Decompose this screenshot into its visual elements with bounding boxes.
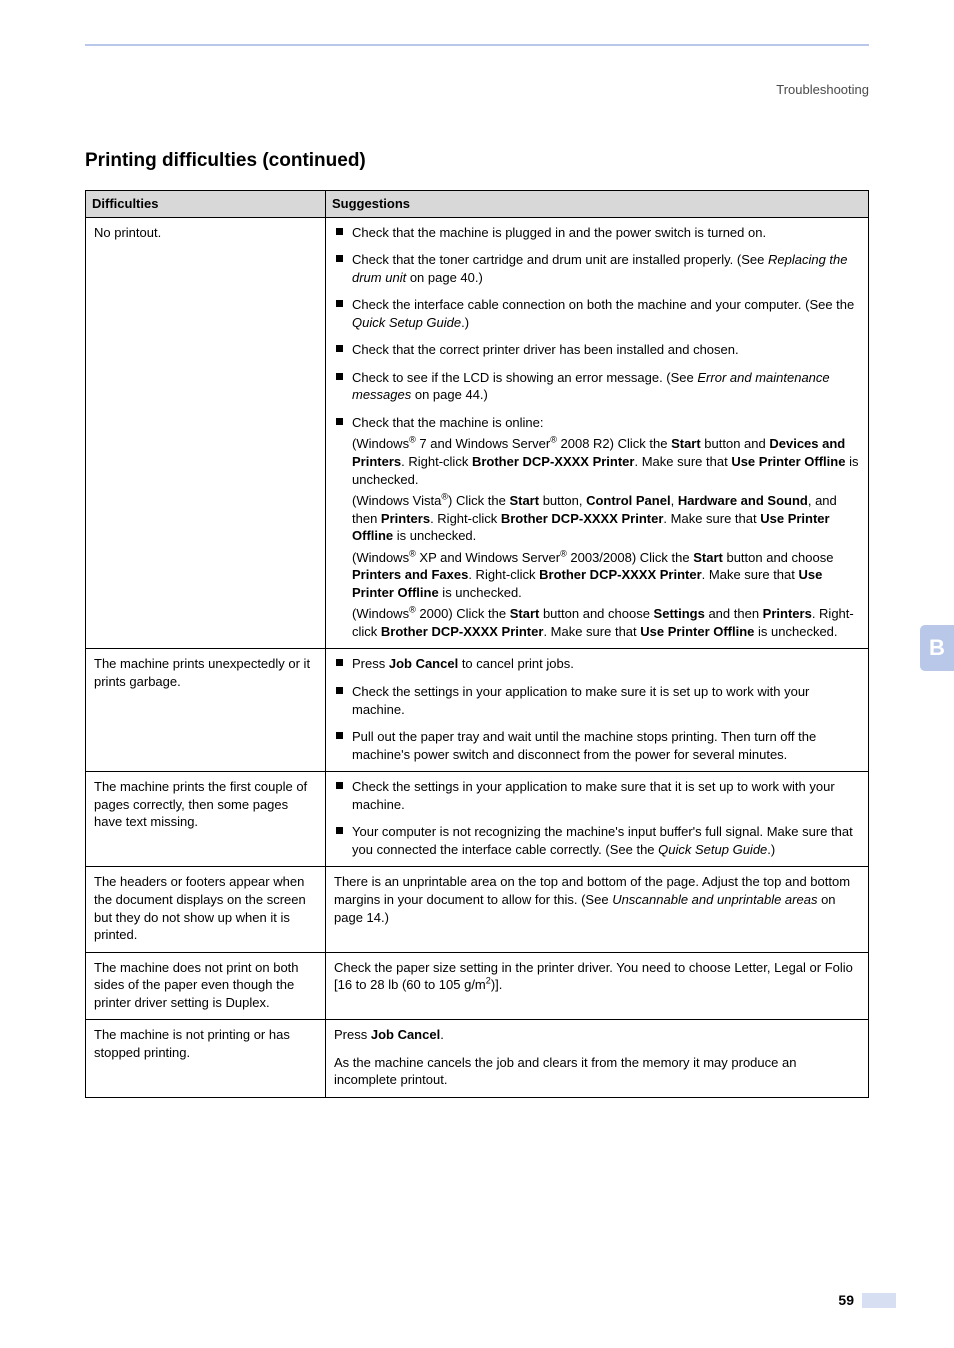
- suggestion-item: Check to see if the LCD is showing an er…: [334, 369, 860, 404]
- suggestion-text: Press Job Cancel.As the machine cancels …: [334, 1026, 860, 1089]
- suggestion-item: Check that the machine is plugged in and…: [334, 224, 860, 242]
- suggestion-cell: Press Job Cancel to cancel print jobs. Ch…: [326, 649, 869, 772]
- table-row: The machine is not printing or has stopp…: [86, 1020, 869, 1098]
- suggestion-text: Check the paper size setting in the prin…: [334, 959, 860, 994]
- troubleshooting-table: Difficulties Suggestions No printout.Che…: [85, 190, 869, 1098]
- col-header-suggestions: Suggestions: [326, 191, 869, 218]
- suggestion-cell: Check the paper size setting in the prin…: [326, 952, 869, 1020]
- suggestion-cell: Check the settings in your application t…: [326, 772, 869, 867]
- header-rule: [85, 44, 869, 46]
- suggestion-item: Press Job Cancel to cancel print jobs.: [334, 655, 860, 673]
- suggestion-item: Pull out the paper tray and wait until t…: [334, 728, 860, 763]
- breadcrumb: Troubleshooting: [776, 82, 869, 97]
- suggestion-cell: Check that the machine is plugged in and…: [326, 217, 869, 649]
- table-row: The headers or footers appear when the d…: [86, 867, 869, 952]
- suggestion-cell: Press Job Cancel.As the machine cancels …: [326, 1020, 869, 1098]
- suggestion-item: Your computer is not recognizing the mac…: [334, 823, 860, 858]
- page-number: 59: [838, 1292, 854, 1308]
- section-tab: B: [920, 625, 954, 671]
- col-header-difficulties: Difficulties: [86, 191, 326, 218]
- suggestion-list: Check that the machine is plugged in and…: [334, 224, 860, 641]
- difficulty-cell: The machine does not print on both sides…: [86, 952, 326, 1020]
- table-row: The machine prints the first couple of p…: [86, 772, 869, 867]
- difficulty-cell: No printout.: [86, 217, 326, 649]
- section-tab-label: B: [929, 635, 945, 661]
- suggestion-item: Check the settings in your application t…: [334, 683, 860, 718]
- difficulty-cell: The machine prints unexpectedly or it pr…: [86, 649, 326, 772]
- suggestion-item: Check the settings in your application t…: [334, 778, 860, 813]
- table-header-row: Difficulties Suggestions: [86, 191, 869, 218]
- suggestion-list: Press Job Cancel to cancel print jobs. Ch…: [334, 655, 860, 763]
- suggestion-item: Check that the machine is online:(Window…: [334, 414, 860, 641]
- suggestion-list: Check the settings in your application t…: [334, 778, 860, 858]
- table-row: No printout. Check that the machine is pl…: [86, 217, 869, 649]
- table-row: The machine prints unexpectedly or it pr…: [86, 649, 869, 772]
- suggestion-cell: There is an unprintable area on the top …: [326, 867, 869, 952]
- difficulty-cell: The headers or footers appear when the d…: [86, 867, 326, 952]
- suggestion-text: There is an unprintable area on the top …: [334, 873, 860, 926]
- difficulty-cell: The machine is not printing or has stopp…: [86, 1020, 326, 1098]
- page-number-bar: [862, 1293, 896, 1308]
- difficulty-cell: The machine prints the first couple of p…: [86, 772, 326, 867]
- suggestion-item: Check the interface cable connection on …: [334, 296, 860, 331]
- suggestion-item: Check that the correct printer driver ha…: [334, 341, 860, 359]
- table-row: The machine does not print on both sides…: [86, 952, 869, 1020]
- suggestion-item: Check that the toner cartridge and drum …: [334, 251, 860, 286]
- section-title: Printing difficulties (continued): [85, 150, 869, 172]
- content-area: Printing difficulties (continued) Diffic…: [85, 150, 869, 1098]
